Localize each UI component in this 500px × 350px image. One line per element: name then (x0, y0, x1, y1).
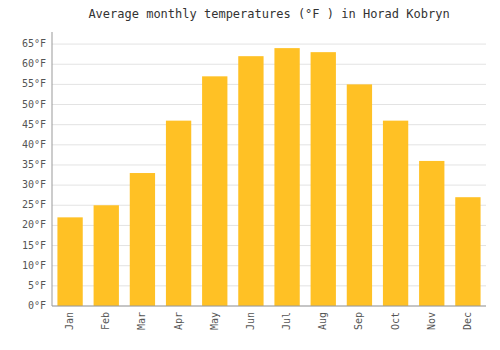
bars (57, 48, 480, 306)
y-tick-label: 50°F (22, 99, 46, 110)
y-tick-label: 65°F (22, 38, 46, 49)
x-tick-label: Oct (390, 312, 401, 330)
grid (52, 44, 486, 306)
x-tick-label: Jun (245, 312, 256, 330)
x-tick-label: Nov (426, 312, 437, 330)
bar (311, 52, 336, 306)
bar (202, 76, 227, 306)
grid-line (52, 64, 486, 65)
x-tick-label: May (209, 312, 220, 330)
x-tick-label: Aug (317, 312, 328, 330)
y-tick-label: 0°F (28, 300, 46, 311)
y-tick-label: 40°F (22, 139, 46, 150)
chart: 0°F 5°F 10°F 15°F 20°F 25°F 30°F 35°F 40°F 45°F 50… (0, 0, 500, 350)
chart-container: 0°F 5°F 10°F 15°F 20°F 25°F 30°F 35°F 40°F 45°F 50… (0, 0, 500, 350)
bar (274, 48, 299, 306)
grid-line (52, 124, 486, 125)
bar (383, 121, 408, 306)
x-axis-line (52, 306, 486, 307)
x-axis-ticks: Jan Feb Mar Apr May Jun Jul Aug Sep Oct Nov Dec (64, 312, 473, 330)
y-tick-label: 35°F (22, 159, 46, 170)
y-tick-label: 20°F (22, 219, 46, 230)
bar (57, 217, 82, 306)
y-tick-label: 60°F (22, 58, 46, 69)
bar (238, 56, 263, 306)
y-tick-label: 30°F (22, 179, 46, 190)
y-tick-label: 55°F (22, 78, 46, 89)
bar (94, 205, 119, 306)
x-tick-label: Jan (64, 312, 75, 330)
grid-line (52, 144, 486, 145)
bar (166, 121, 191, 306)
bar (455, 197, 480, 306)
grid-line (52, 306, 486, 307)
title: Average monthly temperatures (°F ) in Ho… (88, 7, 449, 21)
grid-line (52, 104, 486, 105)
y-tick-label: 45°F (22, 119, 46, 130)
grid-line (52, 44, 486, 45)
x-tick-label: Feb (100, 312, 111, 330)
bar (419, 161, 444, 306)
bar (347, 84, 372, 306)
x-tick-label: Dec (462, 312, 473, 330)
x-tick-label: Jul (281, 312, 292, 330)
y-axis-line (52, 32, 53, 306)
x-tick-label: Sep (353, 312, 364, 330)
y-tick-label: 5°F (28, 280, 46, 291)
x-tick-label: Mar (136, 312, 147, 330)
grid-line (52, 84, 486, 85)
y-tick-label: 25°F (22, 199, 46, 210)
bar (130, 173, 155, 306)
y-tick-label: 10°F (22, 260, 46, 271)
x-tick-label: Apr (173, 312, 184, 330)
y-tick-label: 15°F (22, 240, 46, 251)
y-axis-ticks: 0°F 5°F 10°F 15°F 20°F 25°F 30°F 35°F 40°F 45°F 50… (22, 38, 46, 311)
